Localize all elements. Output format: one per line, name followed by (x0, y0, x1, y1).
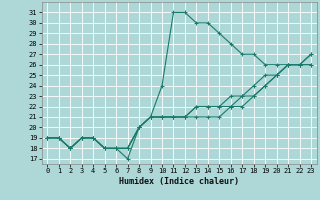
X-axis label: Humidex (Indice chaleur): Humidex (Indice chaleur) (119, 177, 239, 186)
